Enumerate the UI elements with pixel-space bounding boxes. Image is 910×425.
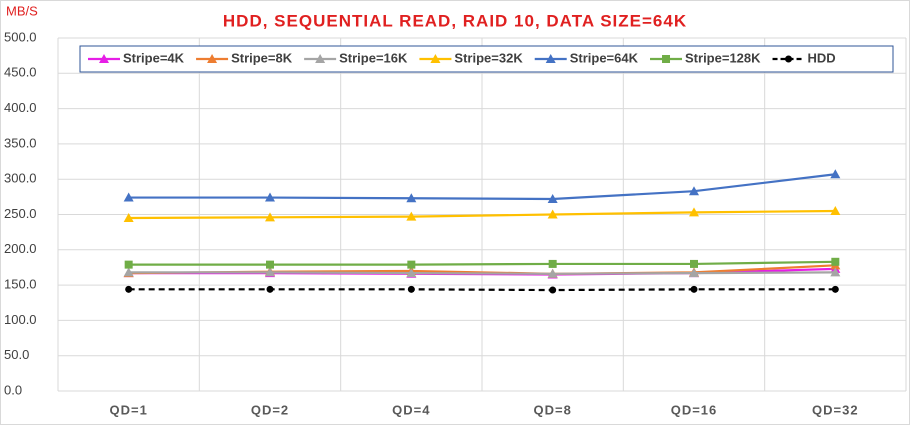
x-tick-label: QD=8 — [534, 402, 572, 417]
legend-marker — [315, 54, 326, 63]
data-point — [830, 267, 841, 277]
series-line — [128, 260, 836, 266]
y-tick-label: 200.0 — [4, 241, 37, 256]
legend-label: Stripe=64K — [570, 50, 639, 65]
data-point — [265, 212, 275, 222]
data-point — [125, 285, 133, 293]
legend-marker — [545, 54, 556, 63]
y-tick-label: 400.0 — [4, 100, 37, 115]
x-tick-label: QD=4 — [392, 402, 430, 417]
y-tick-label: 350.0 — [4, 135, 37, 150]
data-point — [690, 259, 698, 268]
y-tick-label: 300.0 — [4, 171, 37, 186]
data-point — [831, 285, 839, 293]
data-point — [123, 192, 134, 202]
data-point — [689, 207, 699, 217]
legend-label: Stripe=16K — [339, 50, 408, 65]
x-tick-label: QD=1 — [110, 402, 148, 417]
y-tick-label: 0.0 — [4, 382, 22, 397]
legend-marker — [785, 55, 793, 63]
data-point — [549, 286, 557, 294]
series-line — [128, 209, 836, 220]
legend-marker — [99, 54, 109, 63]
legend-marker — [207, 54, 218, 63]
data-point — [407, 285, 415, 293]
data-point — [407, 260, 416, 269]
data-point — [690, 285, 698, 293]
data-point — [266, 285, 274, 293]
data-point — [547, 193, 558, 203]
x-tick-label: QD=16 — [671, 402, 718, 417]
x-tick-label: QD=2 — [251, 402, 289, 417]
data-point — [266, 260, 274, 269]
data-point — [123, 267, 134, 277]
legend-marker — [430, 54, 441, 63]
data-point — [406, 193, 417, 203]
legend-marker — [662, 55, 671, 63]
data-point — [548, 259, 557, 268]
y-tick-label: 500.0 — [4, 29, 37, 44]
series-line — [128, 173, 836, 201]
legend-label: Stripe=8K — [231, 50, 293, 65]
y-tick-label: 150.0 — [4, 277, 37, 292]
series-line — [128, 271, 836, 275]
y-axis-label: MB/S — [6, 3, 38, 18]
y-tick-label: 250.0 — [4, 206, 37, 221]
chart-title: HDD, SEQUENTIAL READ, RAID 10, DATA SIZE… — [223, 11, 687, 30]
data-point — [547, 209, 558, 219]
data-point — [547, 268, 558, 278]
data-point — [830, 205, 841, 215]
y-tick-label: 50.0 — [4, 347, 29, 362]
series-line — [128, 288, 836, 292]
legend-label: Stripe=4K — [123, 50, 185, 65]
data-point — [830, 169, 841, 179]
data-point — [406, 268, 417, 278]
data-point — [689, 186, 699, 196]
legend-label: Stripe=32K — [454, 50, 523, 65]
data-point — [265, 267, 275, 277]
data-point — [831, 257, 840, 266]
data-point — [123, 213, 134, 223]
data-point — [124, 260, 133, 269]
data-point — [689, 268, 699, 278]
y-tick-label: 450.0 — [4, 65, 37, 80]
data-point — [265, 192, 275, 202]
data-point — [406, 211, 417, 221]
legend-label: HDD — [808, 50, 836, 65]
x-tick-label: QD=32 — [812, 402, 859, 417]
legend-label: Stripe=128K — [685, 50, 761, 65]
y-tick-label: 100.0 — [4, 312, 37, 327]
